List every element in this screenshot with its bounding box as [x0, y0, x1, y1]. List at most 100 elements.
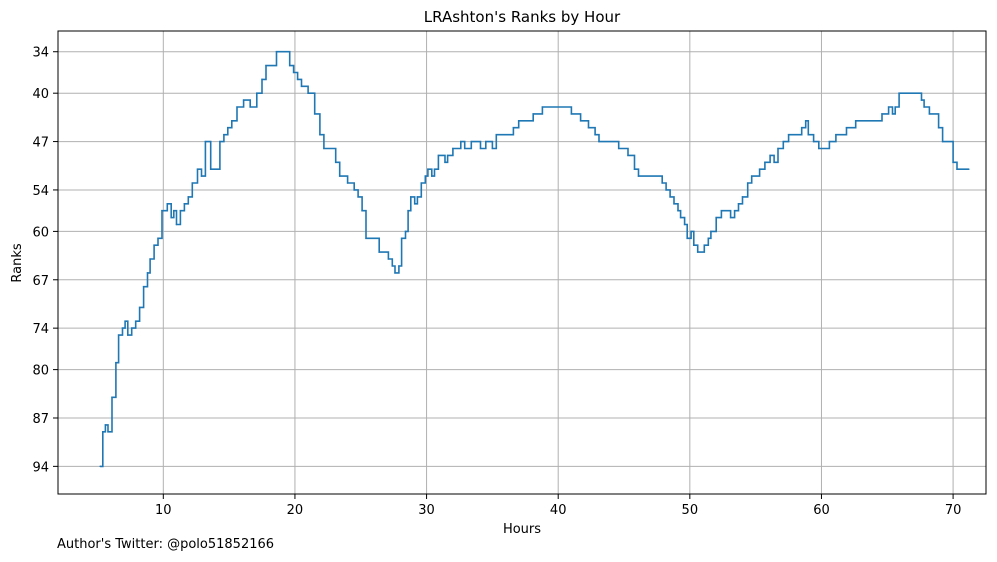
rank-data-point — [460, 140, 462, 143]
y-tick-label: 67 — [32, 274, 49, 289]
grid-lines — [58, 31, 986, 494]
y-tick-label: 34 — [32, 46, 49, 61]
rank-data-point — [661, 182, 663, 184]
rank-data-point — [594, 133, 596, 136]
rank-data-point — [138, 306, 141, 309]
rank-data-point — [437, 154, 440, 157]
rank-data-point — [703, 244, 706, 246]
author-credit: Author's Twitter: @polo51852166 — [57, 537, 275, 552]
x-tick-label: 40 — [550, 503, 567, 518]
rank-data-point — [307, 92, 309, 94]
plot-frame — [57, 30, 987, 495]
rank-data-point — [300, 85, 303, 87]
y-tick-label: 80 — [32, 364, 49, 379]
rank-data-point — [187, 196, 190, 198]
rank-data-point — [764, 161, 766, 163]
rank-data-point — [777, 147, 779, 150]
rank-data-point — [758, 168, 761, 170]
rank-data-point — [747, 182, 749, 184]
rank-data-point — [131, 327, 133, 329]
y-tick-label: 47 — [32, 136, 49, 151]
rank-data-point — [570, 113, 573, 115]
rank-data-point — [541, 106, 544, 108]
rank-data-point — [479, 147, 482, 150]
rank-data-point — [256, 92, 258, 94]
rank-data-point — [179, 209, 182, 212]
rank-data-point — [227, 127, 229, 129]
rank-data-point — [470, 140, 473, 143]
rank-data-point — [941, 140, 944, 143]
rank-data-point — [854, 120, 857, 122]
y-tick-label: 87 — [32, 412, 49, 427]
rank-data-point — [102, 431, 104, 433]
rank-data-point — [99, 465, 101, 468]
rank-data-point — [491, 147, 494, 150]
rank-data-point — [127, 334, 129, 336]
rank-data-point — [407, 209, 409, 212]
rank-data-point — [365, 237, 367, 240]
rank-data-point — [142, 285, 145, 288]
rank-data-point — [249, 106, 251, 108]
rank-data-point — [117, 334, 120, 336]
rank-data-point — [157, 237, 159, 240]
rank-data-point — [323, 147, 325, 150]
y-tick-label: 54 — [32, 184, 49, 199]
rank-data-point — [335, 161, 337, 163]
rank-data-point — [166, 203, 168, 205]
rank-data-point — [400, 237, 403, 240]
rank-data-point — [828, 140, 831, 143]
rank-data-point — [433, 168, 436, 170]
rank-data-point — [782, 140, 784, 143]
rank-data-point — [618, 147, 620, 150]
rank-data-point — [121, 327, 124, 329]
series-layer — [99, 50, 970, 468]
rank-data-point — [952, 161, 954, 163]
rank-data-point — [196, 168, 199, 170]
rank-data-point — [707, 237, 709, 240]
rank-data-point — [104, 424, 107, 426]
rank-data-point — [633, 168, 636, 170]
rank-data-point — [242, 99, 245, 101]
y-axis-label: Ranks — [10, 243, 25, 282]
rank-data-point — [357, 196, 359, 198]
rank-data-point — [394, 272, 396, 274]
rank-data-point — [690, 230, 692, 233]
rank-data-point — [216, 168, 218, 170]
chart-title: LRAshton's Ranks by Hour — [424, 8, 621, 26]
rank-data-point — [387, 258, 390, 260]
rank-data-point — [446, 154, 449, 157]
rank-data-point — [627, 154, 629, 157]
rank-data-point — [720, 209, 723, 212]
rank-series-line — [100, 50, 969, 468]
rank-data-point — [733, 209, 736, 212]
rank-data-point — [115, 362, 117, 364]
rank-data-point — [378, 251, 380, 253]
x-axis-label: Hours — [503, 522, 541, 537]
rank-data-point — [737, 203, 740, 205]
rank-data-point — [416, 196, 419, 198]
rank-data-point — [729, 216, 732, 219]
rank-data-point — [361, 209, 363, 212]
rank-data-point — [686, 237, 688, 240]
rank-data-point — [741, 196, 744, 198]
rank-data-point — [173, 209, 175, 212]
rank-data-point — [532, 113, 534, 115]
rank-data-point — [424, 175, 426, 177]
y-axis-ticks: 34 40 47 54 60 67 74 80 87 94 — [32, 46, 58, 475]
rank-data-point — [346, 182, 349, 184]
rank-data-point — [928, 113, 931, 115]
y-tick-label: 40 — [32, 87, 49, 102]
rank-data-point — [881, 113, 883, 115]
rank-data-point — [715, 216, 717, 219]
rank-data-point — [679, 216, 682, 219]
rank-data-point — [149, 258, 151, 260]
rank-data-point — [353, 189, 355, 191]
rank-data-point — [391, 265, 394, 267]
rank-data-point — [420, 182, 423, 184]
rank-data-point — [887, 106, 890, 108]
rank-data-point — [153, 244, 155, 246]
x-tick-label: 70 — [945, 503, 962, 518]
rank-data-point — [773, 161, 775, 163]
rank-data-point — [183, 203, 186, 205]
rank-data-point — [200, 175, 203, 177]
